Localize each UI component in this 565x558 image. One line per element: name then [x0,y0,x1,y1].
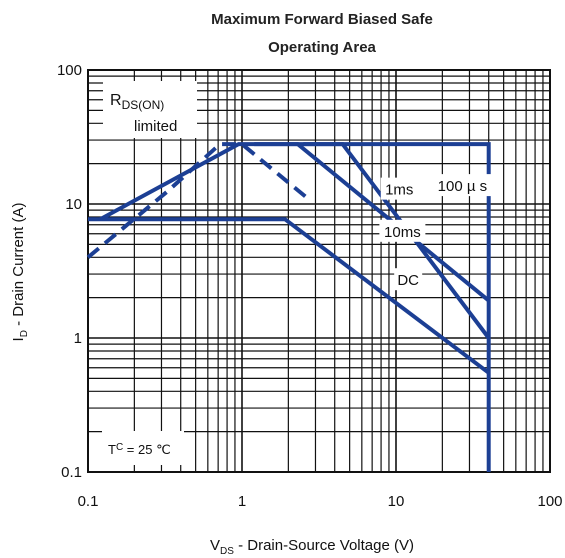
rds-prefix: R [110,92,122,109]
curves [86,142,491,472]
curve-annotations: 1ms 100 µ s 10ms DC [379,174,499,291]
y-tick-label: 0.1 [61,464,82,481]
curve-2 [303,142,491,340]
annotation-bg-100us [425,174,499,197]
temp-value: = 25 ℃ [123,442,171,457]
temp-prefix: T [108,442,116,457]
y-axis-label-subscript: D [19,330,30,337]
y-tick-label: 1 [74,330,82,347]
x-tick-label: 10 [388,493,405,510]
rds-subscript: DS(ON) [122,98,165,112]
axis-frame [87,69,551,473]
plot-frame [87,69,551,473]
x-tick-label: 100 [537,493,562,510]
svg-text:TC = 25 ℃: TC = 25 ℃ [108,442,171,457]
x-axis-label-text: - Drain-Source Voltage (V) [234,537,414,554]
y-tick-label: 10 [65,196,82,213]
curve-0 [99,142,491,472]
annotation-1ms: 1ms [385,182,413,199]
annotation-10ms: 10ms [384,224,421,241]
x-axis-label: VDS - Drain-Source Voltage (V) [210,537,414,557]
x-axis-label-prefix: V [210,537,220,554]
x-tick-label: 1 [238,493,246,510]
annotation-bg-10ms [379,219,426,242]
grid [87,70,550,473]
chart-title-line2: Operating Area [268,39,376,56]
curve-1 [254,142,490,303]
rds-on-limited-box: RDS(ON) limited [103,81,197,138]
y-tick-labels: 0.1 1 10 100 [57,62,82,481]
y-axis-label: ID - Drain Current (A) [10,203,30,342]
svg-text:RDS(ON): RDS(ON) [110,92,164,112]
rds-limited-text: limited [134,118,177,135]
curve-3 [88,217,490,375]
annotation-100us: 100 µ s [438,178,488,195]
curve-4 [86,142,308,259]
annotation-dc: DC [397,272,419,289]
x-tick-label: 0.1 [78,493,99,510]
annotation-bg-dc [394,268,423,291]
temperature-box: TC = 25 ℃ [102,431,184,465]
annotation-bg-1ms [380,177,418,200]
y-tick-label: 100 [57,62,82,79]
y-axis-label-prefix: I [10,337,27,341]
temp-subscript: C [116,442,123,453]
x-axis-label-subscript: DS [220,546,234,557]
chart-title-line1: Maximum Forward Biased Safe [211,11,433,28]
y-axis-label-text: - Drain Current (A) [10,203,27,331]
x-tick-labels: 0.1 1 10 100 [78,493,563,510]
